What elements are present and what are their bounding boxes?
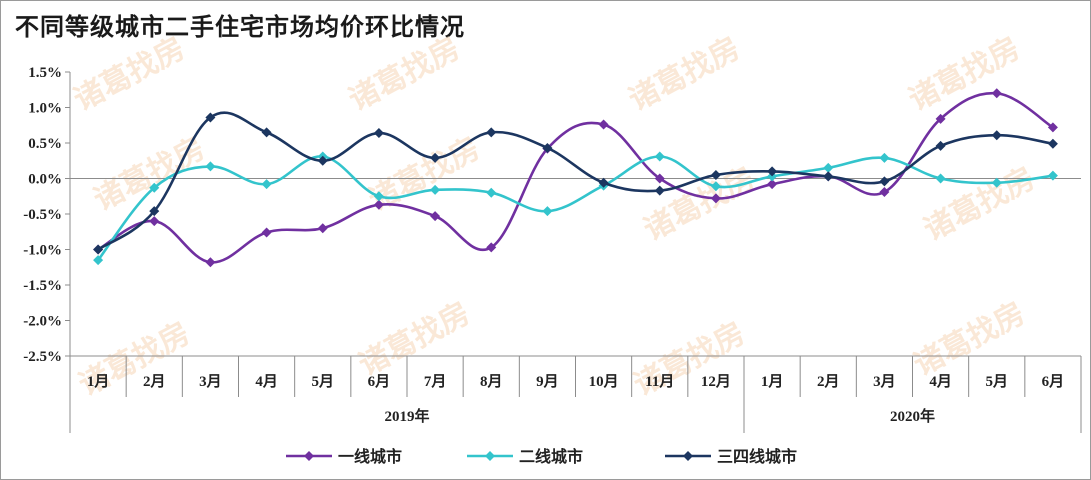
data-point — [430, 152, 441, 163]
x-tick-label: 4月 — [255, 373, 278, 390]
y-tick-label: -2.0% — [23, 314, 62, 330]
data-point — [654, 173, 665, 184]
data-point — [149, 182, 160, 193]
watermark-text: 诸葛找房 — [353, 296, 475, 383]
x-tick-label: 10月 — [589, 373, 619, 390]
legend-label: 一线城市 — [338, 447, 402, 466]
data-point — [542, 142, 553, 153]
data-point — [823, 171, 834, 182]
data-point — [767, 179, 778, 190]
y-tick-label: 1.0% — [28, 101, 62, 117]
data-point — [317, 223, 328, 234]
data-point — [598, 119, 609, 130]
data-point — [373, 128, 384, 139]
data-point — [373, 191, 384, 202]
x-tick-label: 5月 — [985, 373, 1008, 390]
data-point — [1047, 138, 1058, 149]
x-tick-label: 1月 — [761, 373, 784, 390]
data-point — [710, 193, 721, 204]
data-point — [654, 151, 665, 162]
data-point — [879, 152, 890, 163]
data-point — [205, 112, 216, 123]
legend-marker — [683, 451, 693, 461]
watermark-text: 诸葛找房 — [343, 31, 465, 118]
watermark-text: 诸葛找房 — [908, 296, 1030, 383]
x-tick-label: 6月 — [368, 373, 391, 390]
series-line-1 — [97, 91, 1054, 264]
data-point — [149, 206, 160, 217]
data-point — [991, 88, 1002, 99]
x-tick-label: 11月 — [645, 373, 674, 390]
y-tick-label: -2.5% — [23, 349, 62, 365]
x-tick-label: 1月 — [87, 373, 110, 390]
legend-label: 二线城市 — [519, 447, 583, 466]
data-point — [710, 181, 721, 192]
x-tick-label: 7月 — [424, 373, 447, 390]
data-point — [991, 177, 1002, 188]
legend-label: 三四线城市 — [717, 447, 797, 466]
data-point — [317, 155, 328, 166]
data-point — [486, 127, 497, 138]
series-line-3 — [97, 111, 1054, 251]
data-point — [205, 257, 216, 268]
data-point — [430, 211, 441, 222]
data-point — [823, 162, 834, 173]
data-point — [93, 255, 104, 266]
y-tick-label: 0.5% — [28, 136, 62, 152]
x-tick-label: 8月 — [480, 373, 503, 390]
data-point — [542, 206, 553, 217]
data-point — [1047, 122, 1058, 133]
y-tick-label: 1.5% — [28, 65, 62, 81]
watermark-text: 诸葛找房 — [88, 131, 210, 218]
data-point — [205, 161, 216, 172]
watermark-text: 诸葛找房 — [623, 31, 745, 118]
legend-marker — [485, 451, 495, 461]
data-point — [879, 176, 890, 187]
x-tick-label: 9月 — [536, 373, 559, 390]
y-tick-label: -1.5% — [23, 278, 62, 294]
series-line-2 — [97, 155, 1054, 261]
data-point — [261, 127, 272, 138]
data-point — [710, 169, 721, 180]
x-tick-label: 4月 — [929, 373, 952, 390]
data-point — [935, 140, 946, 151]
data-point — [1047, 170, 1058, 181]
x-tick-label: 12月 — [701, 373, 731, 390]
x-group-label: 2020年 — [890, 407, 935, 425]
x-tick-label: 5月 — [311, 373, 334, 390]
data-point — [261, 227, 272, 238]
data-point — [654, 185, 665, 196]
data-point — [935, 173, 946, 184]
x-tick-label: 3月 — [873, 373, 896, 390]
y-tick-label: -1.0% — [23, 243, 62, 259]
x-tick-label: 6月 — [1042, 373, 1065, 390]
data-point — [935, 113, 946, 124]
data-point — [93, 244, 104, 255]
x-tick-label: 3月 — [199, 373, 222, 390]
data-point — [486, 242, 497, 253]
x-tick-label: 2月 — [143, 373, 166, 390]
watermark-text: 诸葛找房 — [903, 31, 1025, 118]
legend-marker — [304, 451, 314, 461]
chart-title: 不同等级城市二手住宅市场均价环比情况 — [15, 12, 465, 41]
data-point — [373, 199, 384, 210]
data-point — [767, 166, 778, 177]
watermark-text: 诸葛找房 — [918, 161, 1040, 248]
data-point — [879, 186, 890, 197]
x-tick-label: 2月 — [817, 373, 840, 390]
data-point — [430, 184, 441, 195]
data-point — [486, 187, 497, 198]
watermark-text: 诸葛找房 — [68, 31, 190, 118]
data-point — [598, 177, 609, 188]
y-tick-label: -0.5% — [23, 207, 62, 223]
y-tick-label: 0.0% — [28, 172, 62, 188]
x-group-label: 2019年 — [384, 407, 429, 425]
watermark-text: 诸葛找房 — [638, 161, 760, 248]
data-point — [149, 216, 160, 227]
data-point — [991, 130, 1002, 141]
data-point — [261, 179, 272, 190]
